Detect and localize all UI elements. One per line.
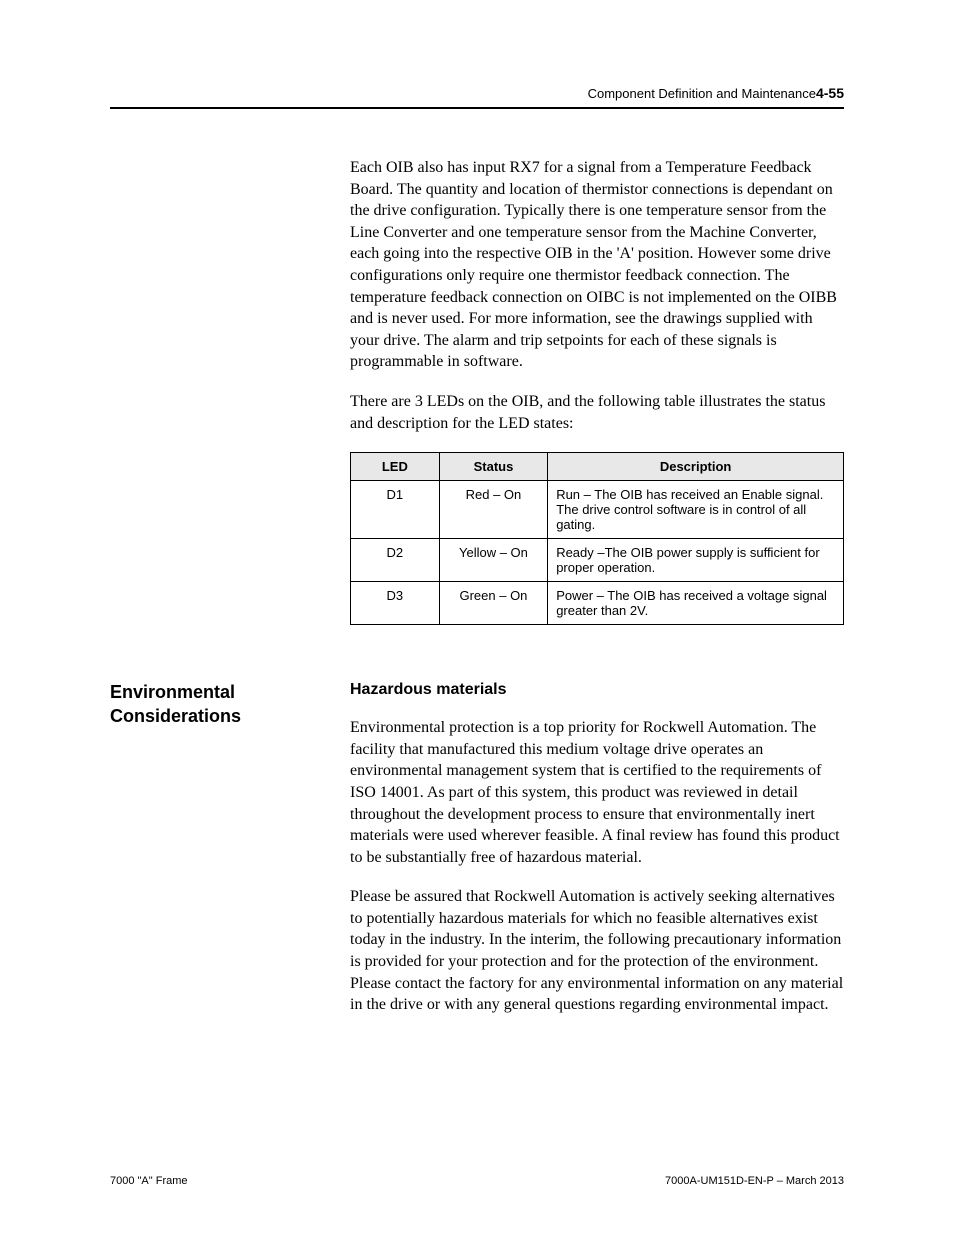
- cell-description: Run – The OIB has received an Enable sig…: [548, 481, 844, 539]
- page-footer: 7000 "A" Frame 7000A-UM151D-EN-P – March…: [110, 1175, 844, 1187]
- cell-status: Red – On: [439, 481, 547, 539]
- cell-led: D2: [351, 539, 440, 582]
- side-heading-environmental: Environmental Considerations: [110, 681, 350, 728]
- footer-right: 7000A-UM151D-EN-P – March 2013: [665, 1175, 844, 1187]
- led-status-table: LED Status Description D1 Red – On Run –…: [350, 452, 844, 625]
- table-row: D3 Green – On Power – The OIB has receiv…: [351, 582, 844, 625]
- environmental-para1: Environmental protection is a top priori…: [350, 717, 844, 868]
- led-intro-paragraph: There are 3 LEDs on the OIB, and the fol…: [350, 391, 844, 434]
- th-description: Description: [548, 453, 844, 481]
- table-header-row: LED Status Description: [351, 453, 844, 481]
- oib-rx7-paragraph: Each OIB also has input RX7 for a signal…: [350, 157, 844, 373]
- table-row: D1 Red – On Run – The OIB has received a…: [351, 481, 844, 539]
- cell-status: Green – On: [439, 582, 547, 625]
- cell-led: D1: [351, 481, 440, 539]
- th-led: LED: [351, 453, 440, 481]
- th-status: Status: [439, 453, 547, 481]
- header-page-number: 4-55: [816, 85, 844, 101]
- cell-description: Power – The OIB has received a voltage s…: [548, 582, 844, 625]
- main-content-top: Each OIB also has input RX7 for a signal…: [350, 157, 844, 625]
- section-body: Hazardous materials Environmental protec…: [350, 681, 844, 1034]
- cell-status: Yellow – On: [439, 539, 547, 582]
- sub-heading-hazardous: Hazardous materials: [350, 681, 844, 699]
- environmental-section: Environmental Considerations Hazardous m…: [110, 681, 844, 1034]
- table-row: D2 Yellow – On Ready –The OIB power supp…: [351, 539, 844, 582]
- cell-description: Ready –The OIB power supply is sufficien…: [548, 539, 844, 582]
- footer-left: 7000 "A" Frame: [110, 1175, 188, 1187]
- cell-led: D3: [351, 582, 440, 625]
- header-title: Component Definition and Maintenance: [588, 86, 816, 101]
- page-header: Component Definition and Maintenance 4-5…: [110, 85, 844, 109]
- environmental-para2: Please be assured that Rockwell Automati…: [350, 886, 844, 1016]
